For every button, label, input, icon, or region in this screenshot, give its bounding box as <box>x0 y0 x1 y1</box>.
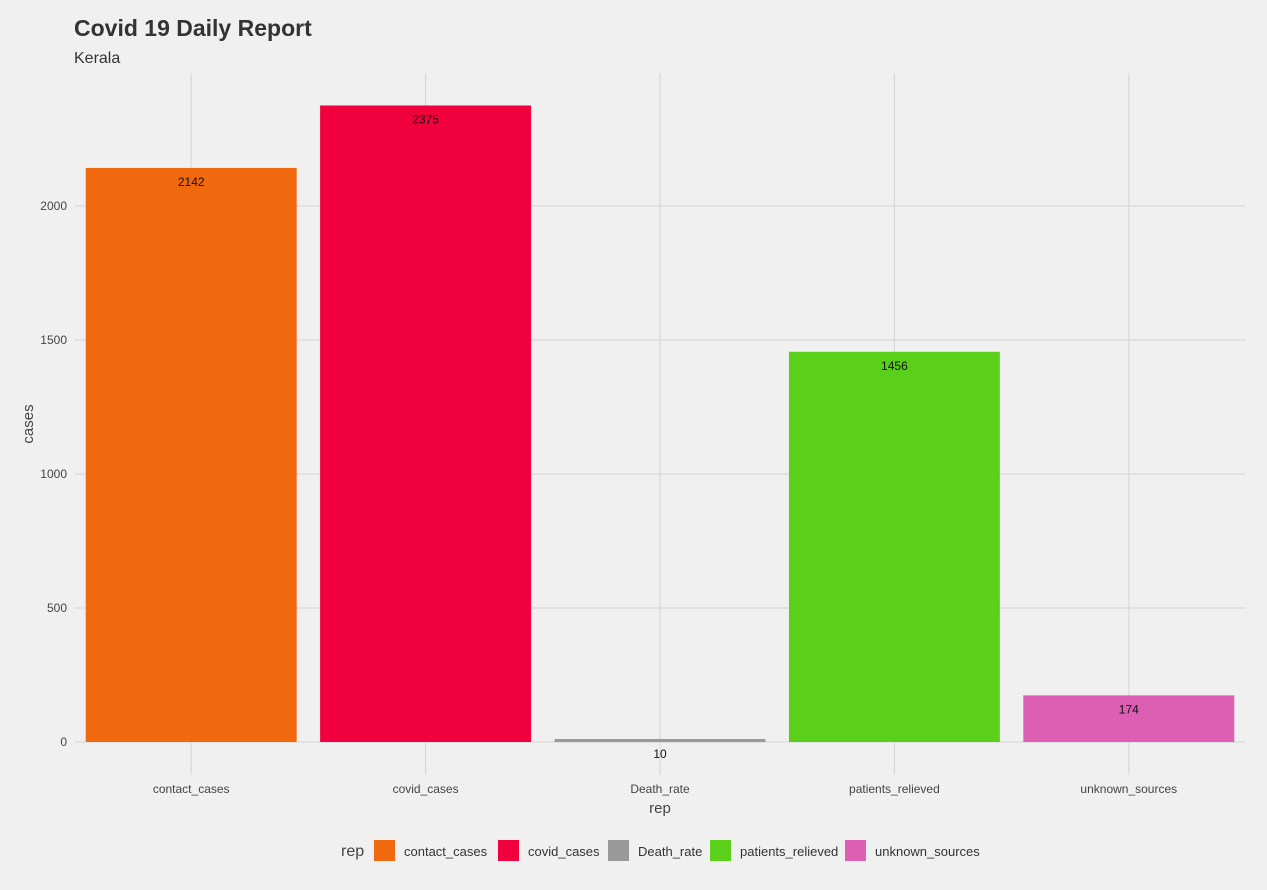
y-tick-label: 500 <box>47 601 67 615</box>
x-tick-label: covid_cases <box>393 782 459 796</box>
y-tick-label: 1500 <box>40 333 67 347</box>
legend-key <box>608 840 629 861</box>
legend-key <box>374 840 395 861</box>
legend-label: unknown_sources <box>875 844 980 859</box>
legend-label: contact_cases <box>404 844 488 859</box>
legend-key <box>845 840 866 861</box>
legend-key <box>498 840 519 861</box>
legend-title: rep <box>341 843 365 860</box>
data-label: 10 <box>653 747 667 761</box>
bar-contact_cases <box>85 167 297 743</box>
data-label: 2375 <box>412 113 439 127</box>
x-tick-label: patients_relieved <box>849 782 940 796</box>
chart-subtitle: Kerala <box>74 50 121 67</box>
x-tick-label: contact_cases <box>153 782 230 796</box>
y-axis-ticks: 0 500 1000 1500 2000 <box>40 199 67 749</box>
bar-unknown_sources <box>1023 695 1235 742</box>
data-label: 1456 <box>881 359 908 373</box>
legend: rep contact_cases covid_cases Death_rate pa… <box>0 840 1267 864</box>
y-tick-label: 0 <box>60 735 67 749</box>
bar-Death_rate <box>554 739 766 742</box>
data-label: 174 <box>1119 702 1139 716</box>
y-tick-label: 2000 <box>40 199 67 213</box>
legend-label: Death_rate <box>638 844 703 859</box>
legend-label: covid_cases <box>528 844 600 859</box>
x-axis-label: rep <box>649 800 671 817</box>
legend-label: patients_relieved <box>740 844 839 859</box>
legend-key <box>710 840 731 861</box>
x-tick-label: Death_rate <box>630 782 690 796</box>
x-axis-ticks: contact_cases covid_cases Death_rate patien… <box>153 782 1177 796</box>
bar-patients_relieved <box>788 351 1000 742</box>
y-axis-label: cases <box>20 404 37 443</box>
data-label: 2142 <box>178 175 205 189</box>
chart-title: Covid 19 Daily Report <box>74 15 312 41</box>
bar-covid_cases <box>320 105 532 742</box>
data-labels: 2142 2375 10 1456 174 <box>178 113 1139 762</box>
y-tick-label: 1000 <box>40 467 67 481</box>
x-tick-label: unknown_sources <box>1080 782 1177 796</box>
bars <box>85 105 1235 743</box>
